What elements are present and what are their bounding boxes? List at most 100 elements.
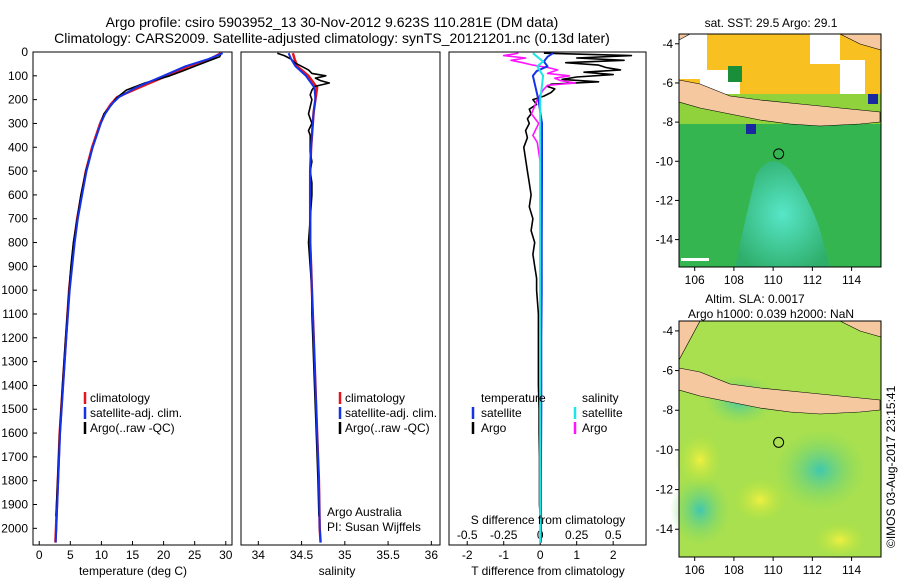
s-tick-label: -0.5 <box>457 528 478 542</box>
legend-label-argo: Argo(..raw -QC) <box>90 421 175 435</box>
x-tick-label: 25 <box>188 548 202 562</box>
salinity-x-axis: 34 34.5 35 35.5 36 <box>252 541 439 562</box>
depth-tick-label: 2000 <box>1 521 28 535</box>
argo-position-marker <box>773 148 785 160</box>
t-difference-label: T difference from climatology <box>471 564 625 578</box>
sla-anomaly-high <box>730 475 790 525</box>
map-y-tick-label: -10 <box>656 154 674 168</box>
java-island <box>678 79 881 127</box>
salinity-panel: 34 34.5 35 35.5 36 salinity climatology sate… <box>240 51 441 578</box>
argo-line <box>277 52 331 517</box>
difference-series <box>502 52 633 543</box>
sst-cool-patch <box>868 94 878 104</box>
depth-tick-label: 1500 <box>1 402 28 416</box>
map-x-tick-label: 106 <box>685 273 705 287</box>
temperature-legend: climatology satellite-adj. clim. Argo(..… <box>83 391 182 435</box>
climatology-line <box>291 52 322 543</box>
java-island <box>678 367 881 415</box>
header-line-2: Climatology: CARS2009. Satellite-adjuste… <box>54 30 610 46</box>
sla-map-frame <box>678 320 882 558</box>
map-y-tick-label: -6 <box>662 364 673 378</box>
sst-cool-patch <box>728 66 742 82</box>
temperature-x-label: temperature (deg C) <box>79 564 187 578</box>
map-x-tick-label: 106 <box>685 563 705 577</box>
depth-axis: 0 100 200 300 400 500 600 700 800 900 1000 1100 1200… <box>1 45 37 535</box>
depth-tick-label: 100 <box>8 69 28 83</box>
salinity-series <box>277 52 331 543</box>
s-tick-label: 0.25 <box>565 528 589 542</box>
x-tick-label: 20 <box>157 548 171 562</box>
depth-tick-label: 1100 <box>2 307 28 321</box>
salinity-annotation-line2: PI: Susan Wijffels <box>327 520 421 534</box>
x-tick-label: 0 <box>36 548 43 562</box>
depth-tick-label: 1000 <box>1 283 28 297</box>
map-x-tick-label: 108 <box>724 273 744 287</box>
depth-tick-label: 800 <box>8 236 28 250</box>
depth-tick-label: 700 <box>8 212 28 226</box>
temp-argo-diff-line <box>522 52 633 517</box>
map-y-tick-label: -12 <box>656 483 674 497</box>
satellite-line <box>54 52 224 543</box>
sla-anomaly-high <box>810 520 870 560</box>
x-tick-label: -1 <box>498 548 509 562</box>
x-tick-label: 2 <box>610 548 617 562</box>
x-tick-label: 30 <box>219 548 233 562</box>
legend-label-climatology: climatology <box>90 391 150 405</box>
map-y-tick-label: -4 <box>662 324 673 338</box>
map-y-tick-label: -10 <box>656 443 674 457</box>
temperature-plot-frame <box>32 51 233 546</box>
s-difference-label: S difference from climatology <box>471 513 626 527</box>
x-tick-label: 10 <box>95 548 109 562</box>
sst-cloud-gap <box>810 34 840 64</box>
x-tick-label: 34 <box>252 548 266 562</box>
map-y-tick-label: -14 <box>656 522 674 536</box>
s-tick-label: -0.25 <box>490 528 518 542</box>
map-y-tick-label: -8 <box>662 403 673 417</box>
depth-tick-label: 400 <box>8 140 28 154</box>
sst-map-axes: 106 108 110 112 114 -4 -6 -8 -10 -12 -14 <box>656 37 862 287</box>
map-x-tick-label: 108 <box>724 563 744 577</box>
map-x-tick-label: 112 <box>803 273 822 287</box>
sst-map-title: sat. SST: 29.5 Argo: 29.1 <box>705 16 838 30</box>
difference-panel: -2 -1 0 1 2-0.5 -0.25 0 0.25 0.5 S difference fr… <box>448 51 647 578</box>
sla-map-axes: 106 108 110 112 114 -4 -6 -8 -10 -12 -14 <box>656 324 862 577</box>
map-y-tick-label: -6 <box>662 76 673 90</box>
depth-tick-label: 1900 <box>1 498 28 512</box>
climatology-line <box>54 52 222 543</box>
sst-map-frame <box>678 33 882 268</box>
depth-tick-label: 1700 <box>1 450 28 464</box>
legend-label-temp-satellite: satellite <box>481 406 522 420</box>
x-tick-label: 1 <box>573 548 580 562</box>
legend-label-climatology: climatology <box>345 391 405 405</box>
x-tick-label: 35.5 <box>376 548 400 562</box>
imos-credit: ©IMOS 03-Aug-2017 23:15:41 <box>884 385 898 548</box>
argo-position-marker <box>773 436 785 448</box>
depth-tick-label: 1400 <box>1 378 28 392</box>
scale-bar <box>681 258 709 261</box>
depth-tick-label: 1200 <box>1 331 28 345</box>
legend-label-sal-satellite: satellite <box>582 406 623 420</box>
legend-title-salinity: salinity <box>582 391 619 405</box>
map-y-tick-label: -12 <box>656 193 674 207</box>
depth-tick-label: 300 <box>8 116 28 130</box>
map-x-tick-label: 110 <box>764 273 783 287</box>
s-tick-label: 0.5 <box>605 528 622 542</box>
salinity-annotation-line1: Argo Australia <box>327 505 402 519</box>
depth-tick-label: 600 <box>8 188 28 202</box>
salinity-legend: climatology satellite-adj. clim. Argo(..… <box>338 391 437 435</box>
temp-satellite-diff-line <box>531 52 554 543</box>
depth-tick-label: 900 <box>8 259 28 273</box>
map-x-tick-label: 114 <box>842 273 861 287</box>
depth-tick-label: 500 <box>8 164 28 178</box>
x-tick-label: 15 <box>126 548 140 562</box>
header-line-1: Argo profile: csiro 5903952_13 30-Nov-20… <box>106 14 559 30</box>
salinity-x-label: salinity <box>319 564 356 578</box>
x-tick-label: 36 <box>425 548 439 562</box>
depth-tick-label: 1600 <box>1 426 28 440</box>
temperature-panel: 0100200300400500600700800900100011001200… <box>1 45 232 578</box>
depth-tick-label: 1300 <box>1 355 28 369</box>
x-tick-label: 5 <box>67 548 74 562</box>
depth-tick-label: 0 <box>21 45 28 59</box>
map-y-tick-label: -4 <box>662 37 673 51</box>
